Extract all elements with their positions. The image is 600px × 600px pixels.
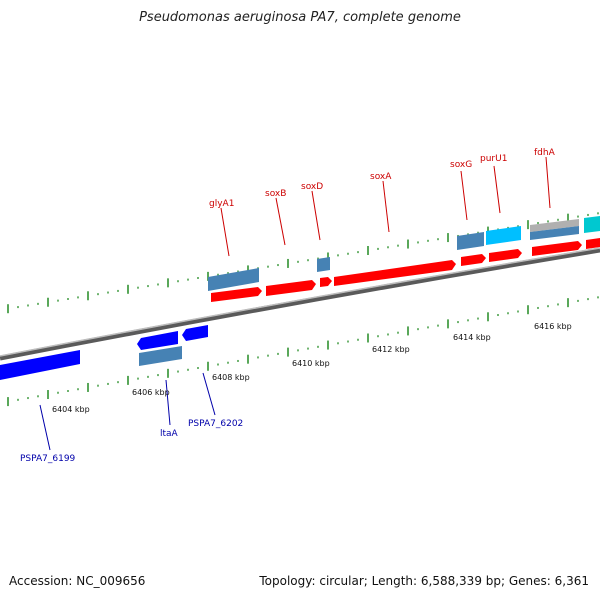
scale-label-6406: 6406 kbp bbox=[132, 388, 170, 397]
scale-labels: 6404 kbp 6406 kbp 6408 kbp 6410 kbp 6412… bbox=[52, 322, 572, 414]
label-glyA1: glyA1 bbox=[209, 199, 234, 209]
reverse-gene-track bbox=[0, 325, 208, 380]
scale-label-6404: 6404 kbp bbox=[52, 405, 90, 414]
forward-gene-track bbox=[211, 238, 600, 302]
map-title: Pseudomonas aeruginosa PA7, complete gen… bbox=[139, 10, 461, 25]
forward-cds-track bbox=[208, 216, 600, 291]
label-soxG: soxG bbox=[450, 160, 472, 170]
cds-glyA1[interactable] bbox=[208, 268, 259, 291]
gene-fdhA[interactable] bbox=[532, 241, 582, 256]
label-purU1: purU1 bbox=[480, 154, 507, 164]
label-PSPA7_6202: PSPA7_6202 bbox=[188, 419, 243, 429]
label-ltaA: ltaA bbox=[160, 429, 179, 439]
cds-fdhA[interactable] bbox=[530, 226, 579, 240]
upper-tick-track bbox=[7, 212, 599, 314]
label-soxA: soxA bbox=[370, 172, 392, 182]
label-PSPA7_6199: PSPA7_6199 bbox=[20, 454, 76, 464]
gene-soxA[interactable] bbox=[334, 260, 456, 286]
genome-backbone bbox=[0, 247, 600, 361]
scale-label-6410: 6410 kbp bbox=[292, 359, 330, 368]
cds-next-cyan[interactable] bbox=[584, 216, 600, 233]
gene-glyA1[interactable] bbox=[211, 287, 262, 302]
gene-purU1[interactable] bbox=[489, 249, 522, 262]
label-soxB: soxB bbox=[265, 189, 286, 199]
gene-PSPA7_6202[interactable] bbox=[182, 325, 208, 341]
cds-soxG[interactable] bbox=[457, 232, 484, 250]
gene-PSPA7_6199[interactable] bbox=[0, 350, 80, 380]
reverse-labels: PSPA7_6199 ltaA PSPA7_6202 bbox=[20, 419, 243, 464]
cds-fdhA-grey[interactable] bbox=[530, 219, 579, 232]
cds-purU1[interactable] bbox=[486, 226, 521, 245]
gene-ltaA-rev[interactable] bbox=[137, 331, 178, 350]
scale-label-6416: 6416 kbp bbox=[534, 322, 572, 331]
gene-soxD[interactable] bbox=[320, 277, 332, 287]
gene-fdhA-next[interactable] bbox=[586, 238, 600, 249]
cds-soxD[interactable] bbox=[317, 257, 330, 272]
label-fdhA: fdhA bbox=[534, 148, 556, 158]
cds-ltaA[interactable] bbox=[139, 346, 182, 366]
scale-label-6412: 6412 kbp bbox=[372, 345, 410, 354]
lower-tick-track bbox=[7, 296, 599, 407]
scale-label-6414: 6414 kbp bbox=[453, 333, 491, 342]
forward-labels: glyA1 soxB soxD soxA soxG purU1 fdhA bbox=[209, 148, 556, 209]
genome-backbone-highlight bbox=[0, 247, 600, 357]
scale-label-6408: 6408 kbp bbox=[212, 373, 250, 382]
genome-stats: Topology: circular; Length: 6,588,339 bp… bbox=[259, 574, 589, 588]
gene-soxB[interactable] bbox=[266, 280, 316, 296]
gene-soxG[interactable] bbox=[461, 254, 486, 266]
label-soxD: soxD bbox=[301, 182, 323, 192]
accession-label: Accession: NC_009656 bbox=[9, 574, 146, 588]
label-leaders bbox=[39, 156, 551, 451]
